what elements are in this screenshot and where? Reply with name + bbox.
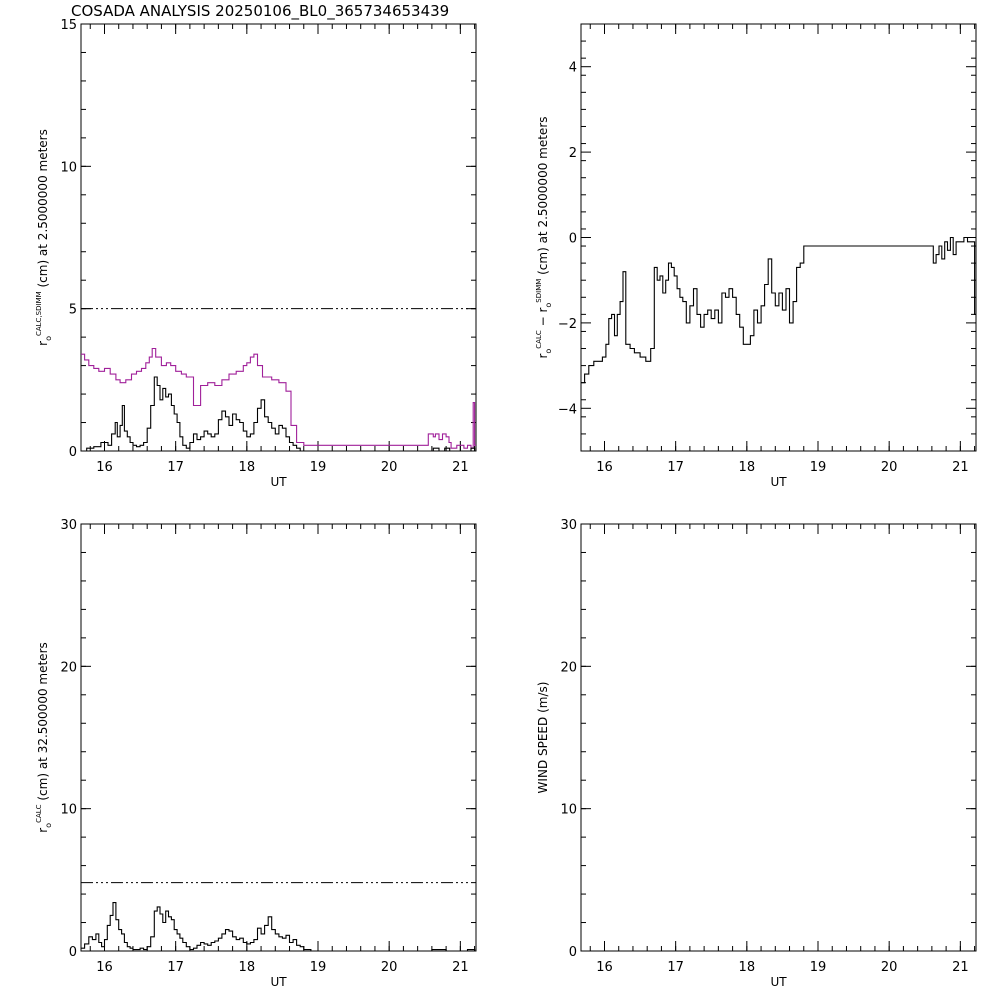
y-label-sup: CALC: [535, 330, 543, 349]
series-line-0: [581, 236, 976, 384]
x-axis-label: UT: [770, 475, 787, 489]
x-tick-label: 18: [239, 960, 256, 975]
x-tick-label: 21: [452, 960, 469, 975]
x-tick-label: 20: [381, 960, 398, 975]
plot-frame: [80, 23, 477, 452]
x-tick-label: 17: [167, 460, 184, 475]
y-tick-label: 0: [69, 945, 77, 960]
x-tick-label: 19: [810, 960, 827, 975]
y-label-sub: o: [44, 336, 53, 341]
x-tick-label: 16: [96, 960, 113, 975]
x-tick-label: 18: [239, 460, 256, 475]
y-axis-label: roCALC (cm) at 32.500000 meters: [35, 642, 53, 833]
x-tick-label: 20: [881, 460, 898, 475]
x-tick-label: 17: [667, 460, 684, 475]
x-axis-label: UT: [270, 975, 287, 989]
x-tick-label: 19: [810, 460, 827, 475]
x-tick-label: 21: [452, 460, 469, 475]
y-tick-label: 10: [560, 803, 577, 818]
y-tick-label: −2: [558, 317, 577, 332]
x-tick-label: 16: [96, 460, 113, 475]
y-tick-label: 0: [69, 445, 77, 460]
y-tick-label: 4: [569, 61, 577, 76]
y-tick-label: −4: [558, 402, 577, 417]
x-tick-label: 16: [596, 460, 613, 475]
y-axis-label: WIND SPEED (m/s): [536, 682, 550, 794]
x-tick-label: 16: [596, 960, 613, 975]
y-label-sub: o: [544, 349, 553, 354]
x-tick-label: 18: [739, 460, 756, 475]
y-label-sub: o: [44, 823, 53, 828]
y-label-main: WIND SPEED (m/s): [536, 682, 550, 794]
y-tick-label: 10: [60, 803, 77, 818]
x-tick-label: 20: [881, 960, 898, 975]
x-tick-label: 21: [952, 460, 969, 475]
y-label-main: r: [36, 341, 50, 346]
y-axis-label: roCALC,SDIMM (cm) at 2.5000000 meters: [35, 129, 53, 346]
y-label-sup: CALC,SDIMM: [35, 291, 43, 336]
y-tick-label: 2: [569, 146, 577, 161]
plot-frame: [580, 523, 977, 952]
x-tick-label: 21: [952, 960, 969, 975]
y-axis-label: roCALC − roSDIMM (cm) at 2.5000000 meter…: [535, 116, 553, 358]
y-label-main: r: [36, 828, 50, 833]
plot-frame: [580, 23, 977, 452]
plot-frame: [80, 523, 477, 952]
x-axis-label: UT: [270, 475, 287, 489]
panel-p1: 16 17 18 19 20 21 0 5 10 15 UT roCALC,SDIMM (cm) at…: [35, 18, 477, 489]
y-label-sup: CALC: [35, 804, 43, 823]
x-tick-label: 18: [739, 960, 756, 975]
y-label-rest: (cm) at 2.5000000 meters: [536, 116, 550, 278]
x-tick-label: 17: [667, 960, 684, 975]
x-tick-label: 20: [381, 460, 398, 475]
y-tick-label: 0: [569, 232, 577, 247]
y-tick-label: 15: [60, 18, 77, 33]
y-tick-label: 20: [560, 660, 577, 675]
y-label-rest: (cm) at 2.5000000 meters: [36, 129, 50, 291]
x-tick-label: 17: [167, 960, 184, 975]
series-line-1: [81, 376, 476, 452]
y-tick-label: 5: [69, 303, 77, 318]
panel-p3: 16 17 18 19 20 21 0 10 20 30 UT roCALC (cm) at 32.5…: [35, 518, 477, 989]
x-tick-label: 19: [310, 960, 327, 975]
y-tick-label: 20: [60, 660, 77, 675]
series-line-0: [81, 347, 476, 449]
x-tick-label: 19: [310, 460, 327, 475]
series-line-0: [81, 902, 476, 952]
y-label-sup: SDIMM: [535, 279, 543, 303]
panel-p4: 16 17 18 19 20 21 0 10 20 30 UT WIND SPEED (m/s): [536, 518, 977, 989]
y-tick-label: 0: [569, 945, 577, 960]
y-tick-label: 30: [60, 518, 77, 533]
y-tick-label: 30: [560, 518, 577, 533]
page-title: COSADA ANALYSIS 20250106_BL0_36573465343…: [71, 2, 450, 20]
y-tick-label: 10: [60, 160, 77, 175]
y-label-rest: − r: [536, 308, 550, 331]
x-axis-label: UT: [770, 975, 787, 989]
y-label-rest: (cm) at 32.500000 meters: [36, 642, 50, 804]
y-label-sub: o: [544, 303, 553, 308]
y-label-main: r: [536, 354, 550, 359]
